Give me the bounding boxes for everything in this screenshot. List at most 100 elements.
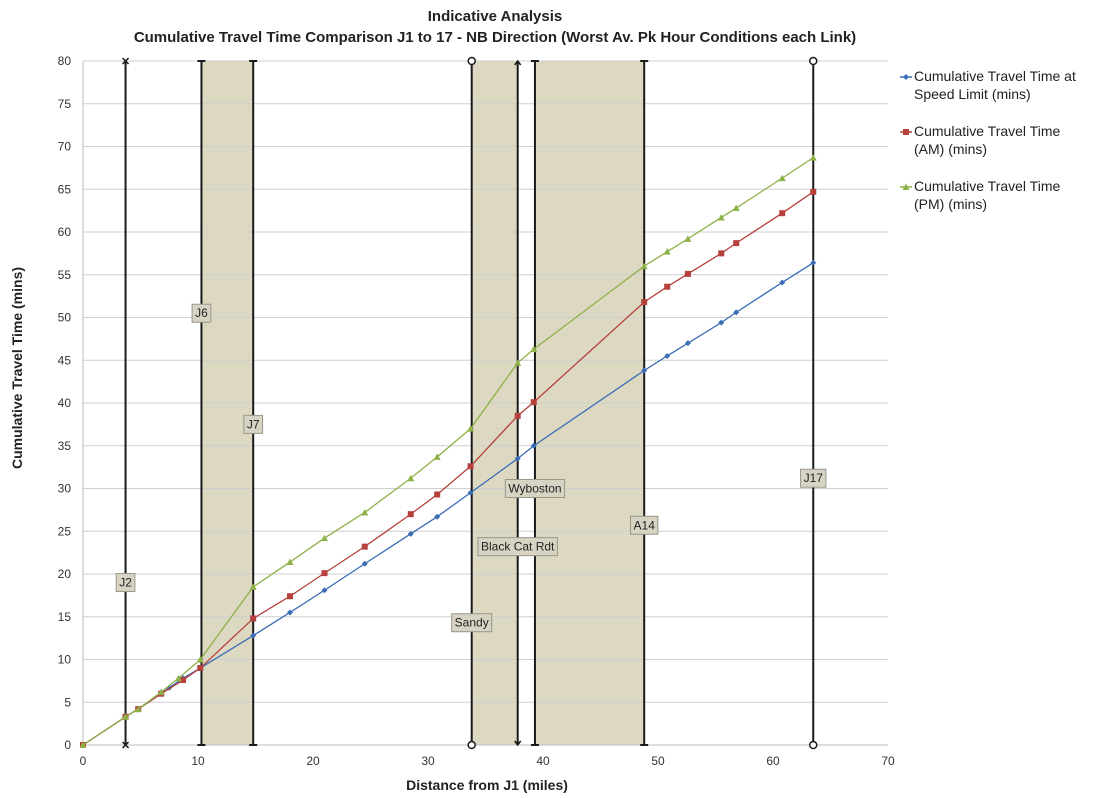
data-point-s1-7 — [287, 593, 293, 600]
data-point-s0-11 — [407, 530, 414, 537]
marker-label-box — [451, 613, 493, 633]
data-point-s2-15 — [640, 262, 648, 270]
data-point-s2-4 — [174, 674, 182, 682]
y-tick-label: 0 — [64, 738, 71, 752]
x-tick-label: 70 — [881, 754, 895, 768]
marker-end-0-0 — [122, 57, 130, 65]
data-point-s2-13 — [514, 359, 522, 366]
data-point-s0-20 — [733, 309, 740, 316]
data-point-s0-7 — [250, 632, 257, 639]
data-point-s1-19 — [733, 240, 740, 247]
y-tick-label: 10 — [58, 653, 72, 667]
data-point-s1-16 — [664, 283, 671, 290]
legend-line-text: (AM) (mins) — [914, 141, 987, 157]
data-point-s1-8 — [321, 570, 328, 577]
legend-line-text: Cumulative Travel Time — [914, 178, 1060, 194]
legend: Cumulative Travel Time at Speed Limit (mi… — [900, 68, 1076, 212]
data-point-s1-10 — [407, 511, 414, 518]
marker-label-box — [630, 515, 659, 535]
data-point-s1-11 — [434, 491, 441, 498]
data-point-s0-12 — [434, 513, 441, 520]
legend-label: Cumulative Travel Time at Speed Limit (mi… — [914, 68, 1076, 102]
y-axis-label: Cumulative Travel Time (mins) — [9, 267, 25, 469]
y-tick-label: 60 — [58, 225, 72, 239]
data-point-s2-11 — [433, 453, 441, 460]
data-point-s0-21 — [779, 279, 786, 286]
data-point-s1-5 — [197, 665, 204, 672]
data-point-s0-13 — [467, 489, 474, 496]
chart-subtitle: Cumulative Travel Time Comparison J1 to … — [134, 29, 856, 46]
data-point-s0-14 — [514, 455, 521, 462]
y-tick-label: 25 — [58, 524, 72, 538]
y-tick-label: 55 — [58, 268, 72, 282]
legend-line-text: Cumulative Travel Time at — [914, 68, 1076, 84]
marker-label-text: J2 — [119, 576, 132, 590]
data-point-s2-18 — [717, 213, 725, 221]
marker-label-text: Black Cat Rdt — [481, 540, 555, 554]
y-tick-label: 80 — [58, 54, 72, 68]
marker-label-3: Sandy — [451, 613, 493, 633]
marker-label-box — [800, 468, 827, 488]
data-point-s2-6 — [249, 583, 257, 590]
data-point-s2-7 — [286, 558, 294, 566]
data-point-s0-8 — [287, 609, 293, 616]
x-tick-label: 60 — [766, 754, 780, 768]
marker-end-4-1 — [514, 740, 522, 747]
legend-label: Cumulative Travel Time (AM) (mins) — [914, 123, 1060, 157]
series-group — [79, 154, 817, 748]
y-tick-label: 15 — [58, 610, 72, 624]
legend-marker — [903, 74, 909, 80]
legend-item-0: Cumulative Travel Time at Speed Limit (mi… — [900, 68, 1076, 102]
x-tick-label: 50 — [651, 754, 665, 768]
marker-label-text: Sandy — [455, 616, 489, 630]
data-point-s2-20 — [778, 174, 786, 182]
data-point-s0-18 — [684, 340, 691, 347]
y-tick-label: 20 — [58, 567, 72, 581]
data-point-s0-10 — [361, 560, 368, 567]
data-point-s1-17 — [684, 270, 691, 277]
marker-label-text: J7 — [247, 417, 260, 431]
data-point-s2-5 — [196, 656, 204, 663]
marker-label-text: J6 — [195, 306, 208, 320]
marker-label-box — [191, 303, 212, 323]
data-point-s1-12 — [467, 463, 474, 470]
marker-end-4-0 — [514, 59, 522, 66]
marker-label-1: J6 — [191, 303, 212, 323]
legend-label: Cumulative Travel Time (PM) (mins) — [914, 178, 1060, 212]
y-tick-label: 5 — [64, 695, 71, 709]
data-point-s2-12 — [467, 425, 475, 432]
marker-end-3-0 — [467, 56, 476, 66]
x-tick-label: 40 — [536, 754, 550, 768]
x-tick-label: 30 — [421, 754, 435, 768]
data-point-s1-9 — [361, 543, 368, 550]
y-tick-label: 35 — [58, 439, 72, 453]
data-point-s2-10 — [407, 474, 415, 482]
legend-line-text: (PM) (mins) — [914, 196, 987, 212]
y-tick-label: 70 — [58, 140, 72, 154]
marker-labels: J2 J6 J7 Sandy Black Cat Rdt Wyboston A14 J17 — [115, 303, 827, 633]
marker-label-box — [504, 479, 566, 498]
legend-line-text: Cumulative Travel Time — [914, 123, 1060, 139]
vertical-markers — [122, 56, 818, 750]
y-tick-label: 45 — [58, 353, 72, 367]
y-tick-label: 40 — [58, 396, 72, 410]
legend-item-2: Cumulative Travel Time (PM) (mins) — [900, 178, 1060, 212]
data-point-s2-2 — [134, 705, 142, 713]
x-tick-label: 0 — [80, 754, 87, 768]
legend-marker — [903, 129, 909, 135]
marker-label-box — [115, 573, 136, 593]
data-point-s1-4 — [180, 677, 187, 684]
data-point-s2-21 — [809, 154, 817, 161]
legend-line-text: Speed Limit (mins) — [914, 86, 1031, 102]
marker-label-text: Wyboston — [508, 482, 561, 496]
marker-end-7-0 — [809, 56, 818, 66]
y-tick-label: 75 — [58, 97, 72, 111]
series-line-1 — [82, 191, 814, 746]
chart-title: Indicative Analysis — [428, 8, 563, 25]
data-point-s2-19 — [732, 204, 740, 212]
data-point-s2-17 — [684, 235, 692, 242]
marker-end-7-1 — [809, 740, 818, 750]
data-point-s1-14 — [530, 399, 537, 406]
